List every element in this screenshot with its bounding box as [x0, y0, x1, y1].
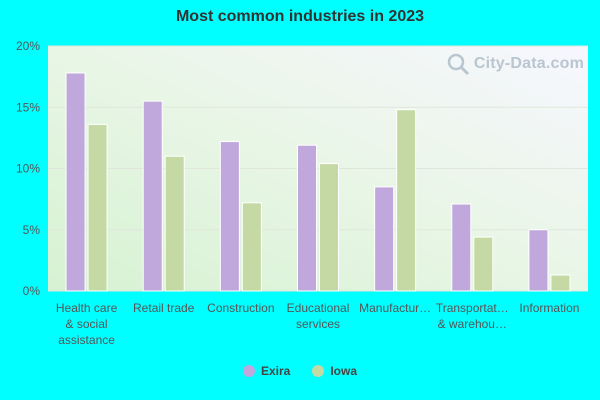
watermark-text: City-Data.com [473, 55, 584, 72]
x-tick-label-line: Construction [207, 301, 274, 315]
bar-iowa-0 [87, 123, 108, 292]
bar-exira-4 [374, 186, 395, 292]
x-tick-label: Transportat… & warehou… [436, 301, 509, 331]
bar-iowa-4 [396, 109, 417, 292]
y-tick-label: 10% [16, 162, 40, 176]
y-tick-label: 15% [16, 100, 40, 114]
bar-exira-6 [528, 229, 549, 292]
bar-iowa-1 [164, 155, 185, 292]
x-tick-label: Construction [207, 301, 274, 315]
x-tick-label: Manufactur… [359, 301, 431, 315]
bar-exira-0 [65, 72, 86, 292]
bar-iowa-6 [550, 274, 571, 292]
x-tick-label-line: & warehou… [438, 317, 507, 331]
legend-item-iowa: Iowa [312, 364, 357, 378]
magnifier-icon [447, 53, 469, 76]
legend-swatch-iowa [312, 365, 325, 377]
legend-label-iowa: Iowa [330, 364, 358, 378]
y-tick-label: 20% [16, 39, 40, 53]
legend-label-exira: Exira [260, 364, 291, 378]
watermark: City-Data.com [446, 52, 584, 76]
bar-exira-1 [142, 100, 163, 292]
legend-swatch-exira [242, 365, 255, 377]
x-tick-label-line: Retail trade [133, 301, 195, 315]
x-tick-label: Retail trade [133, 301, 195, 315]
y-tick-label: 5% [23, 223, 41, 237]
x-tick-label: Information [519, 301, 579, 315]
bar-exira-5 [451, 203, 472, 292]
chart-title: Most common industries in 2023 [175, 8, 425, 25]
x-tick-label-line: & social [66, 317, 108, 331]
x-tick-label: Health care & social assistance [56, 301, 118, 347]
legend-item-exira: Exira [242, 364, 291, 378]
chart-legend: Exira Iowa [0, 364, 600, 378]
x-tick-label-line: Information [519, 301, 579, 315]
y-tick-label: 0% [23, 284, 41, 298]
x-tick-label-line: Manufactur… [359, 301, 431, 315]
bar-iowa-3 [319, 163, 339, 292]
x-tick-label: Educational services [287, 301, 350, 331]
x-tick-label-line: Educational [287, 301, 350, 315]
x-tick-label-line: assistance [58, 333, 115, 347]
bar-exira-2 [219, 141, 240, 292]
bar-iowa-5 [473, 236, 494, 292]
bar-iowa-2 [241, 202, 262, 292]
x-tick-label-line: services [296, 317, 340, 331]
x-tick-label-line: Transportat… [436, 301, 509, 315]
x-tick-label-line: Health care [56, 301, 118, 315]
bar-exira-3 [297, 144, 317, 292]
